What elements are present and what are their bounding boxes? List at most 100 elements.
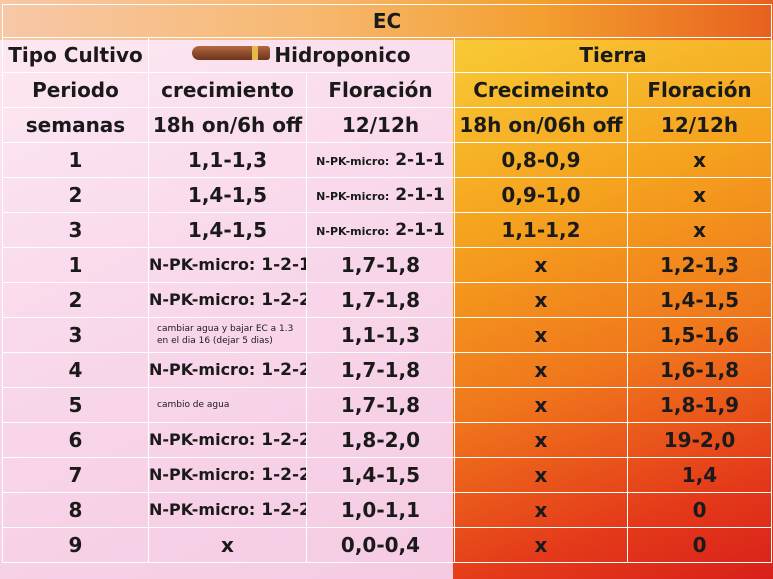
table-row: 9 x 0,0-0,4 x 0 xyxy=(2,527,773,563)
tierra-floracion-cell: x xyxy=(626,212,773,248)
tierra-crecimiento-cell: x xyxy=(454,352,628,388)
week-cell: 4 xyxy=(2,352,149,388)
nkp-label: N-PK-micro: xyxy=(316,190,390,203)
semanas-label: semanas xyxy=(2,107,149,143)
hidro-crecimiento-cell: 1,4-1,5 xyxy=(148,212,307,248)
nkp-value: 1-2-2 xyxy=(261,290,307,310)
hidro-floracion-cell: 1,7-1,8 xyxy=(306,282,455,318)
hidro-crecimiento-cell: 1,4-1,5 xyxy=(148,177,307,213)
hidro-crecimiento-cell: N-PK-micro: 1-2-2 xyxy=(148,352,307,388)
tierra-crecimiento-cell: 1,1-1,2 xyxy=(454,212,628,248)
hidro-floracion-cell: N-PK-micro: 2-1-1 xyxy=(306,177,455,213)
week-cell: 7 xyxy=(2,457,149,493)
tierra-crecimiento-header: Crecimeinto xyxy=(454,72,628,108)
hidro-crecimiento-cell: x xyxy=(148,527,307,563)
table-row: 2 1,4-1,5 N-PK-micro: 2-1-1 0,9-1,0 x xyxy=(2,177,773,213)
hidroponico-header: Hidroponico xyxy=(148,37,455,73)
tierra-floracion-cell: 19-2,0 xyxy=(626,422,773,458)
table-row: 5 cambio de agua 1,7-1,8 x 1,8-1,9 xyxy=(2,387,773,423)
nkp-value: 2-1-1 xyxy=(395,150,445,170)
table-row: 2 N-PK-micro: 1-2-2 1,7-1,8 x 1,4-1,5 xyxy=(2,282,773,318)
table-row: 3 cambiar agua y bajar EC a 1.3 en el dia… xyxy=(2,317,773,353)
tierra-crecimiento-cell: x xyxy=(454,387,628,423)
nkp-label: N-PK-micro: xyxy=(149,255,256,274)
tierra-floracion-cell: 1,4-1,5 xyxy=(626,282,773,318)
hidro-flor-light: 12/12h xyxy=(306,107,455,143)
hidro-crecimiento-cell: N-PK-micro: 1-2-2 xyxy=(148,422,307,458)
tierra-floracion-cell: 0 xyxy=(626,492,773,528)
hidro-floracion-cell: 1,7-1,8 xyxy=(306,387,455,423)
tierra-crecimiento-cell: x xyxy=(454,422,628,458)
tierra-flor-light: 12/12h xyxy=(626,107,773,143)
week-cell: 2 xyxy=(2,282,149,318)
table-row: 1 1,1-1,3 N-PK-micro: 2-1-1 0,8-0,9 x xyxy=(2,142,773,178)
week-cell: 1 xyxy=(2,142,149,178)
hidro-crec-light: 18h on/6h off xyxy=(148,107,307,143)
week-cell: 8 xyxy=(2,492,149,528)
week-cell: 2 xyxy=(2,177,149,213)
hidro-floracion-cell: 1,7-1,8 xyxy=(306,247,455,283)
nkp-value: 1-2-2 xyxy=(261,465,307,485)
hidro-floracion-cell: N-PK-micro: 2-1-1 xyxy=(306,142,455,178)
tierra-floracion-cell: 1,4 xyxy=(626,457,773,493)
nkp-label: N-PK-micro: xyxy=(149,360,256,379)
nkp-label: N-PK-micro: xyxy=(149,290,256,309)
table-row: 7 N-PK-micro: 1-2-2 1,4-1,5 x 1,4 xyxy=(2,457,773,493)
hidro-crecimiento-cell: N-PK-micro: 1-2-2 xyxy=(148,282,307,318)
hidro-floracion-cell: 1,8-2,0 xyxy=(306,422,455,458)
tierra-header: Tierra xyxy=(453,37,773,73)
nkp-value: 1-2-2 xyxy=(261,500,307,520)
tierra-floracion-cell: x xyxy=(626,142,773,178)
hidro-crecimiento-cell: N-PK-micro: 1-2-2 xyxy=(148,457,307,493)
tierra-crecimiento-cell: x xyxy=(454,247,628,283)
hidro-floracion-cell: N-PK-micro: 2-1-1 xyxy=(306,212,455,248)
tierra-crecimiento-cell: 0,8-0,9 xyxy=(454,142,628,178)
week-cell: 3 xyxy=(2,317,149,353)
hidro-floracion-cell: 1,1-1,3 xyxy=(306,317,455,353)
hidro-floracion-cell: 1,7-1,8 xyxy=(306,352,455,388)
tierra-floracion-cell: x xyxy=(626,177,773,213)
tipo-cultivo-label: Tipo Cultivo xyxy=(2,37,149,73)
tierra-floracion-cell: 1,5-1,6 xyxy=(626,317,773,353)
hidro-crecimiento-header: crecimiento xyxy=(148,72,307,108)
hidro-crecimiento-note: cambiar agua y bajar EC a 1.3 en el dia … xyxy=(148,317,307,353)
title-row: EC xyxy=(1,4,773,38)
tierra-crecimiento-cell: x xyxy=(454,317,628,353)
tierra-crec-light: 18h on/06h off xyxy=(454,107,628,143)
nkp-value: 2-1-1 xyxy=(395,185,445,205)
tierra-crecimiento-cell: 0,9-1,0 xyxy=(454,177,628,213)
tierra-crecimiento-cell: x xyxy=(454,282,628,318)
hidro-crecimiento-note: cambio de agua xyxy=(148,387,307,423)
nkp-value: 1-2-2 xyxy=(261,430,307,450)
tierra-floracion-cell: 1,2-1,3 xyxy=(626,247,773,283)
nkp-label: N-PK-micro: xyxy=(316,225,390,238)
hidro-floracion-cell: 1,4-1,5 xyxy=(306,457,455,493)
table-row: 3 1,4-1,5 N-PK-micro: 2-1-1 1,1-1,2 x xyxy=(2,212,773,248)
week-cell: 3 xyxy=(2,212,149,248)
hidro-crecimiento-cell: N-PK-micro: 1-2-2 xyxy=(148,492,307,528)
week-cell: 1 xyxy=(2,247,149,283)
nkp-value: 1-2-2 xyxy=(261,360,307,380)
tierra-crecimiento-cell: x xyxy=(454,457,628,493)
hidro-floracion-cell: 1,0-1,1 xyxy=(306,492,455,528)
week-cell: 5 xyxy=(2,387,149,423)
cigar-icon xyxy=(192,46,271,60)
ec-table: EC Tipo Cultivo Hidroponico Tierra Perio… xyxy=(1,4,773,563)
cultivo-row: Tipo Cultivo Hidroponico Tierra xyxy=(2,37,773,73)
periodo-row: Periodo crecimiento Floración Crecimeint… xyxy=(2,72,773,108)
nkp-label: N-PK-micro: xyxy=(316,155,390,168)
hidro-floracion-cell: 0,0-0,4 xyxy=(306,527,455,563)
hidro-crecimiento-cell: N-PK-micro: 1-2-1 xyxy=(148,247,307,283)
nkp-label: N-PK-micro: xyxy=(149,430,256,449)
nkp-label: N-PK-micro: xyxy=(149,465,256,484)
week-cell: 9 xyxy=(2,527,149,563)
tierra-crecimiento-cell: x xyxy=(454,527,628,563)
periodo-label: Periodo xyxy=(2,72,149,108)
tierra-floracion-cell: 1,8-1,9 xyxy=(626,387,773,423)
nkp-value: 2-1-1 xyxy=(395,220,445,240)
nkp-label: N-PK-micro: xyxy=(149,500,256,519)
tierra-crecimiento-cell: x xyxy=(454,492,628,528)
table-title: EC xyxy=(1,4,773,38)
table-row: 4 N-PK-micro: 1-2-2 1,7-1,8 x 1,6-1,8 xyxy=(2,352,773,388)
